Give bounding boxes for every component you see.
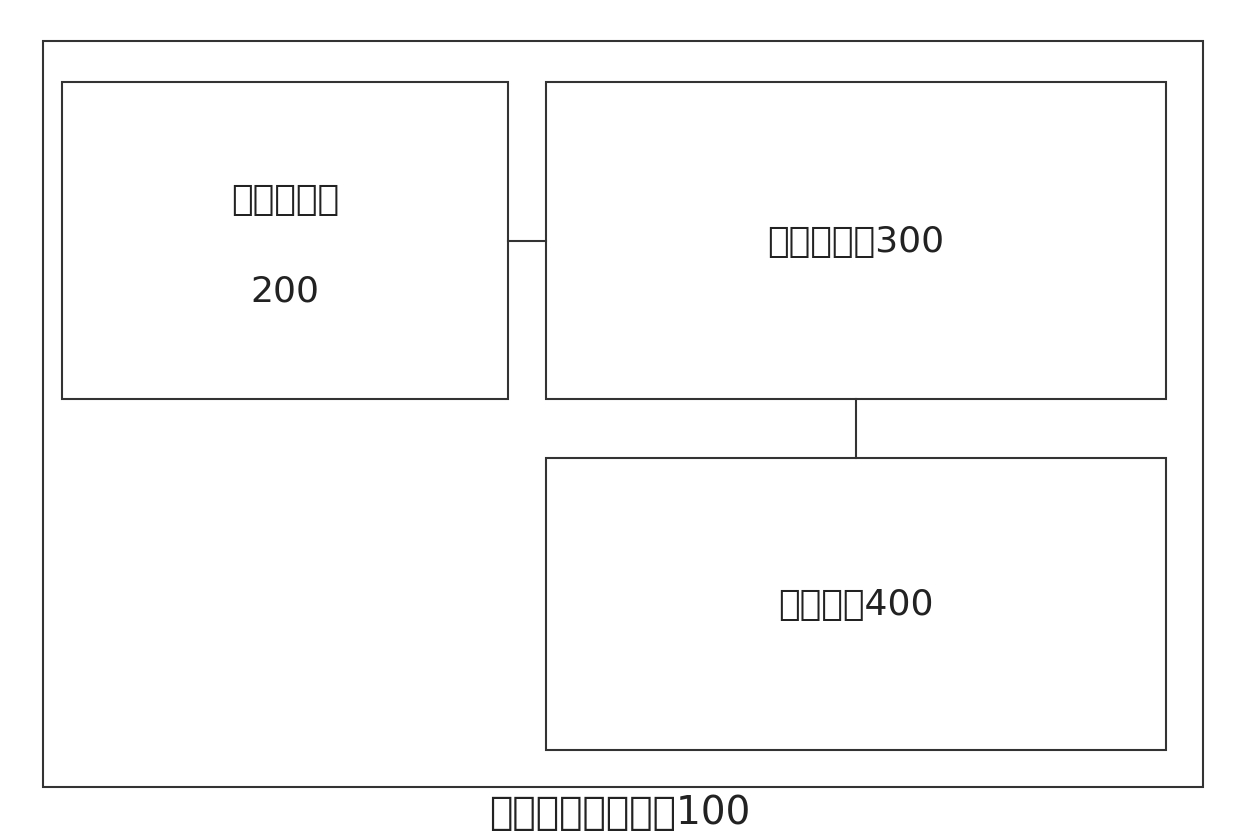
FancyBboxPatch shape	[62, 84, 508, 400]
Text: 采集传感器300: 采集传感器300	[768, 225, 944, 258]
Text: 抵流变压器: 抵流变压器	[231, 183, 340, 217]
Text: 室外状态监测设备100: 室外状态监测设备100	[490, 793, 750, 831]
Text: 200: 200	[250, 274, 320, 308]
FancyBboxPatch shape	[546, 84, 1166, 400]
FancyBboxPatch shape	[546, 458, 1166, 750]
FancyBboxPatch shape	[43, 42, 1203, 788]
Text: 采集分机400: 采集分机400	[777, 587, 934, 621]
